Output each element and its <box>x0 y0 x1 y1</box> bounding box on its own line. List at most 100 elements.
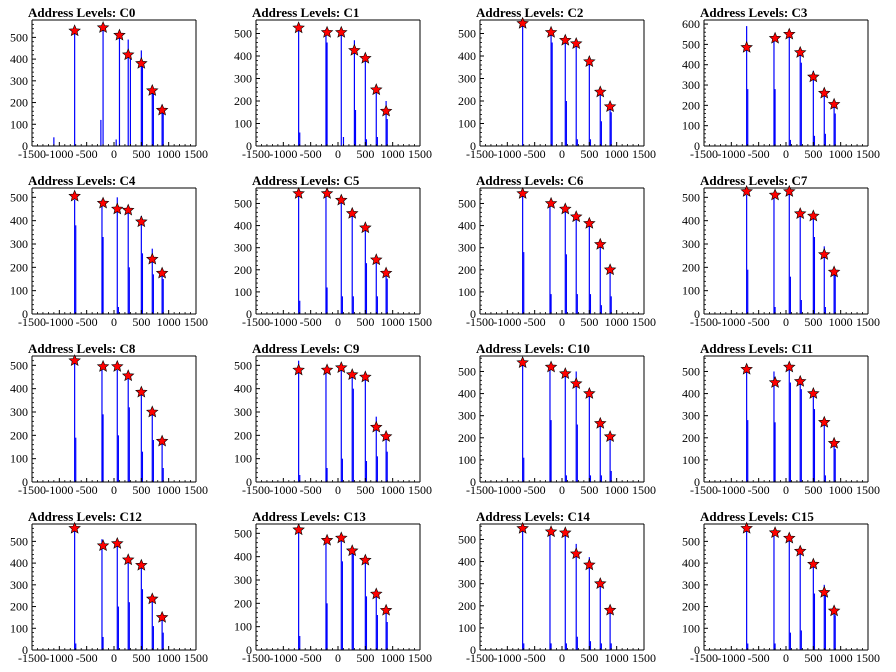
x-tick-label: -1000 <box>717 651 745 665</box>
y-tick-label: 200 <box>234 428 252 442</box>
x-tick-label: -500 <box>76 147 98 161</box>
x-tick-label: -1000 <box>493 483 521 497</box>
y-tick-label: 0 <box>22 475 28 489</box>
y-tick-label: 400 <box>682 556 700 570</box>
peak-marker <box>827 97 841 110</box>
peak-marker <box>783 360 796 373</box>
peak-marker <box>68 24 81 37</box>
peak-marker <box>768 31 782 44</box>
y-tick-label: 500 <box>682 534 700 548</box>
x-tick-label: 0 <box>335 651 341 665</box>
x-tick-label: -1500 <box>690 315 718 329</box>
y-tick-label: 400 <box>458 219 476 233</box>
x-tick-label: 1500 <box>408 651 432 665</box>
x-tick-label: -500 <box>76 483 98 497</box>
x-tick-label: -500 <box>76 651 98 665</box>
x-tick-label: -1500 <box>242 483 270 497</box>
x-tick-label: -1500 <box>690 483 718 497</box>
y-tick-label: 300 <box>458 241 476 255</box>
x-tick-label: -500 <box>524 483 546 497</box>
peak-marker <box>359 370 372 383</box>
peak-marker <box>320 186 334 199</box>
y-tick-label: 500 <box>10 358 28 372</box>
peak-marker <box>135 215 148 228</box>
y-tick-label: 400 <box>234 219 252 233</box>
peak-marker <box>292 21 305 34</box>
peak-marker <box>768 188 782 201</box>
peak-marker <box>603 603 617 616</box>
x-tick-label: -1500 <box>18 483 46 497</box>
y-tick-label: 200 <box>458 94 476 108</box>
x-tick-label: -1000 <box>45 147 73 161</box>
y-tick-label: 400 <box>10 382 28 396</box>
chart-svg: Address Levels: C80100200300400500-1500-… <box>10 341 208 497</box>
peak-marker <box>793 374 807 387</box>
x-tick-label: -1500 <box>242 315 270 329</box>
peak-marker <box>155 103 169 116</box>
peak-marker <box>146 252 159 265</box>
peak-marker <box>783 27 796 40</box>
peak-marker <box>827 265 841 278</box>
x-tick-label: -1000 <box>717 483 745 497</box>
x-tick-label: -1500 <box>466 483 494 497</box>
x-tick-label: 1500 <box>184 147 208 161</box>
y-tick-label: 200 <box>234 596 252 610</box>
y-tick-label: 0 <box>470 139 476 153</box>
y-tick-label: 500 <box>10 534 28 548</box>
chart-svg: Address Levels: C00100200300400500-1500-… <box>10 5 208 161</box>
chart-panel: Address Levels: C14 0 100 200 300 400 500 -1500… <box>448 504 672 672</box>
peak-marker <box>818 86 831 99</box>
chart-title: Address Levels: C15 <box>700 509 814 524</box>
peak-marker <box>335 25 348 38</box>
peak-marker <box>379 429 393 442</box>
peak-marker <box>68 521 81 534</box>
peak-marker <box>740 521 753 534</box>
x-tick-label: 1000 <box>829 483 853 497</box>
y-tick-label: 200 <box>458 263 476 277</box>
peak-marker <box>516 521 529 534</box>
peak-marker <box>320 363 334 376</box>
chart-title: Address Levels: C1 <box>252 5 359 20</box>
x-tick-label: 1500 <box>408 483 432 497</box>
x-tick-label: 500 <box>356 651 374 665</box>
peak-marker <box>379 104 393 117</box>
peak-marker <box>320 25 334 38</box>
x-tick-label: 500 <box>132 315 150 329</box>
peak-marker <box>544 25 558 38</box>
chart-svg: Address Levels: C40100200300400500-1500-… <box>10 173 208 329</box>
peak-marker <box>827 604 841 617</box>
x-tick-label: 500 <box>356 483 374 497</box>
x-tick-label: -1500 <box>690 147 718 161</box>
x-tick-label: -1000 <box>269 651 297 665</box>
y-tick-label: 100 <box>10 284 28 298</box>
peak-marker <box>359 553 372 566</box>
x-tick-label: 500 <box>804 651 822 665</box>
x-tick-label: 1500 <box>408 315 432 329</box>
x-tick-label: 500 <box>132 147 150 161</box>
y-tick-label: 100 <box>10 452 28 466</box>
chart-panel: Address Levels: C2 0 100 200 300 400 500 -1500-… <box>448 0 672 168</box>
y-tick-label: 100 <box>10 117 28 131</box>
chart-title: Address Levels: C6 <box>476 173 584 188</box>
y-tick-label: 400 <box>682 387 700 401</box>
x-tick-label: 1000 <box>157 483 181 497</box>
y-tick-label: 300 <box>458 409 476 423</box>
peak-marker <box>583 558 596 571</box>
y-tick-label: 600 <box>682 17 700 31</box>
chart-panel: Address Levels: C9 0 100 200 300 400 500 -1500-… <box>224 336 448 504</box>
x-tick-label: 500 <box>580 315 598 329</box>
peak-marker <box>345 544 359 557</box>
peak-marker <box>348 43 361 56</box>
peak-marker <box>370 587 383 600</box>
y-tick-label: 100 <box>458 453 476 467</box>
y-tick-label: 400 <box>682 214 700 228</box>
y-tick-label: 0 <box>470 307 476 321</box>
x-tick-label: -1000 <box>269 147 297 161</box>
chart-panel: Address Levels: C6 0 100 200 300 400 500 -1500-… <box>448 168 672 336</box>
peak-marker <box>68 189 81 202</box>
chart-svg: Address Levels: C11 0 100 200 300 400 500 -1500… <box>682 341 880 497</box>
y-tick-label: 200 <box>682 600 700 614</box>
chart-svg: Address Levels: C60100200300400500-1500-… <box>458 173 656 329</box>
x-tick-label: 0 <box>783 483 789 497</box>
chart-title: Address Levels: C3 <box>700 5 808 20</box>
